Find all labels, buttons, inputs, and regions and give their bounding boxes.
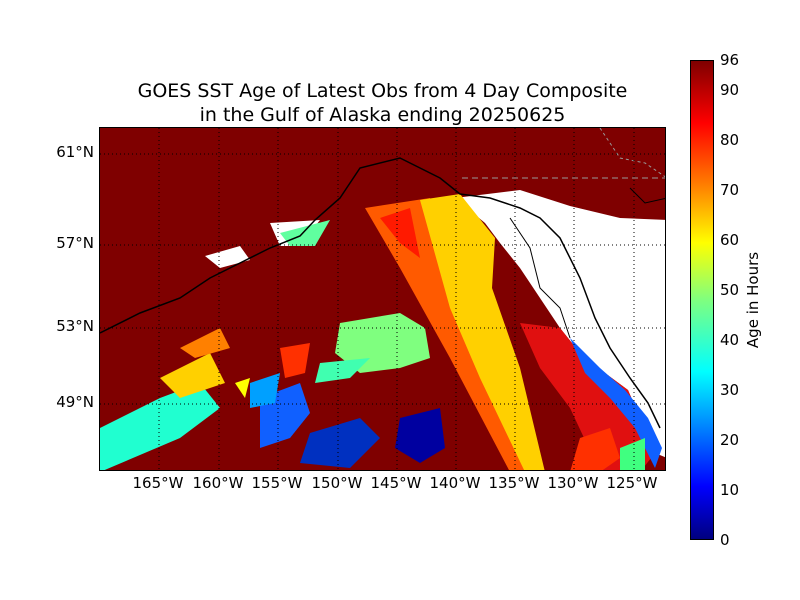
patch-blue-2	[300, 418, 380, 468]
lon-label-150: 150°W	[311, 474, 363, 492]
patch-green-center	[335, 313, 430, 373]
colorbar	[690, 60, 714, 540]
chart-title-line-2: in the Gulf of Alaska ending 20250625	[199, 104, 566, 126]
lon-label-155: 155°W	[251, 474, 303, 492]
map-panel	[99, 127, 666, 471]
lon-label-125: 125°W	[606, 474, 658, 492]
coastal-blue-band	[570, 338, 662, 468]
lon-label-135: 135°W	[488, 474, 540, 492]
colorbar-tick-96: 96	[720, 51, 740, 69]
lon-label-160: 160°W	[192, 474, 244, 492]
lat-label-57: 57°N	[56, 234, 94, 252]
coastal-red-band	[520, 323, 655, 470]
swath-yellow	[420, 194, 545, 470]
lon-label-130: 130°W	[547, 474, 599, 492]
colorbar-tick-80: 80	[720, 131, 740, 149]
patch-cyan-center	[315, 358, 370, 383]
lat-label-53: 53°N	[56, 317, 94, 335]
patch-blue-4	[250, 373, 280, 408]
land-kodiak	[205, 246, 250, 268]
colorbar-tick-90: 90	[720, 81, 740, 99]
land-british-columbia	[455, 190, 665, 458]
border-line-north	[599, 128, 665, 178]
colorbar-tick-40: 40	[720, 331, 740, 349]
colorbar-tick-20: 20	[720, 431, 740, 449]
colorbar-tick-10: 10	[720, 481, 740, 499]
coastline-inland	[629, 187, 665, 204]
patch-west-orange	[180, 328, 230, 358]
patch-green-south	[620, 438, 645, 470]
colorbar-label: Age in Hours	[744, 251, 762, 349]
colorbar-tick-60: 60	[720, 231, 740, 249]
patch-red-south	[570, 428, 620, 470]
lon-label-145: 145°W	[370, 474, 422, 492]
lon-label-165: 165°W	[132, 474, 184, 492]
patch-west-cyan	[100, 383, 220, 470]
colorbar-tick-30: 30	[720, 381, 740, 399]
chart-title-line-1: GOES SST Age of Latest Obs from 4 Day Co…	[137, 80, 628, 102]
graticule	[100, 128, 665, 470]
map-image	[100, 128, 665, 470]
colorbar-tick-0: 0	[720, 531, 730, 549]
coastline-islands	[509, 217, 571, 339]
colorbar-tick-50: 50	[720, 281, 740, 299]
patch-west-yellow	[160, 353, 225, 398]
swath-red-patch	[380, 208, 420, 258]
lat-label-49: 49°N	[56, 393, 94, 411]
colorbar-tick-70: 70	[720, 181, 740, 199]
patch-blue-3	[395, 408, 445, 463]
patch-red-1	[280, 343, 310, 378]
patch-yellow-small	[235, 378, 250, 398]
lat-label-61: 61°N	[56, 143, 94, 161]
lon-label-140: 140°W	[429, 474, 481, 492]
